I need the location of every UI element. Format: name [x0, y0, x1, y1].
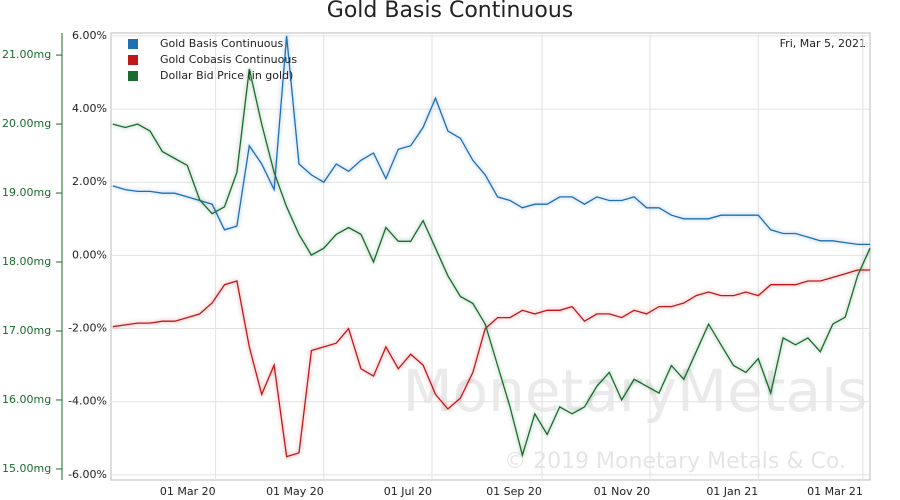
y2-tick-label: 17.00mg [2, 324, 51, 337]
y-tick-label: -2.00% [68, 322, 107, 335]
legend-label: Gold Basis Continuous [160, 37, 283, 50]
x-tick-label: 01 Jul 20 [384, 485, 432, 498]
series-line [112, 68, 871, 458]
x-tick-label: 01 Nov 20 [594, 485, 650, 498]
legend-swatch [128, 71, 138, 81]
y-tick-label: -4.00% [68, 395, 107, 408]
legend-label: Gold Cobasis Continuous [160, 53, 297, 66]
x-tick-label: 01 Jan 21 [706, 485, 758, 498]
y2-tick-label: 19.00mg [2, 186, 51, 199]
y2-tick-label: 16.00mg [2, 393, 51, 406]
legend-label: Dollar Bid Price (in gold) [160, 69, 293, 82]
x-tick-label: 01 Mar 20 [160, 485, 216, 498]
copyright: © 2019 Monetary Metals & Co. [504, 449, 846, 474]
x-tick-label: 01 Sep 20 [486, 485, 542, 498]
y-tick-label: 0.00% [72, 248, 107, 261]
y2-tick-label: 18.00mg [2, 255, 51, 268]
x-tick-label: 01 Mar 21 [807, 485, 863, 498]
y-tick-label: 6.00% [72, 29, 107, 42]
legend-swatch [128, 39, 138, 49]
y2-tick-label: 15.00mg [2, 462, 51, 475]
y-tick-label: 2.00% [72, 175, 107, 188]
series-line [112, 269, 870, 458]
y-tick-label: 4.00% [72, 102, 107, 115]
x-tick-label: 01 May 20 [266, 485, 324, 498]
y2-tick-label: 21.00mg [2, 48, 51, 61]
watermark: MonetaryMetals [403, 357, 868, 425]
y2-tick-label: 20.00mg [2, 117, 51, 130]
plot-frame [110, 32, 871, 481]
legend-swatch [128, 55, 138, 65]
date-label: Fri, Mar 5, 2021 [780, 37, 866, 50]
series-line [112, 35, 870, 246]
chart-title: Gold Basis Continuous [327, 0, 573, 23]
y-tick-label: -6.00% [68, 468, 107, 481]
